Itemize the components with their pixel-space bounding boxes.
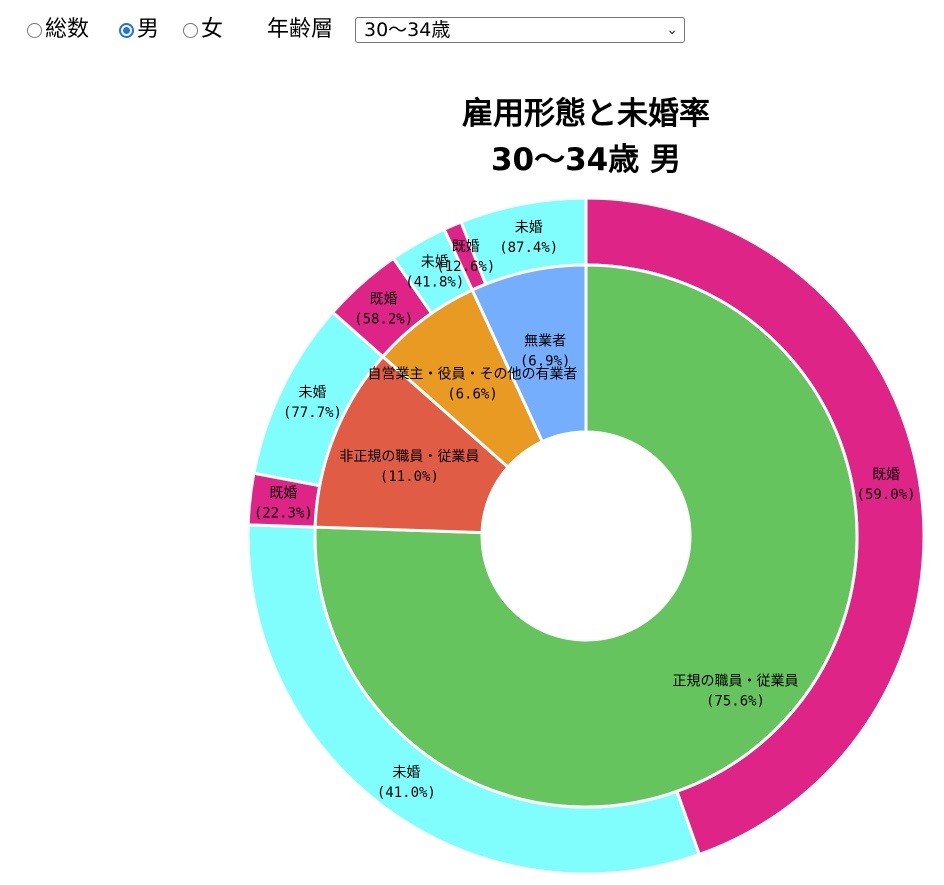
inner-slice-label-0-line-0: 正規の職員・従業員 [673,674,799,690]
outer-slice-label-2: 既婚 (22.3%) [254,486,313,522]
outer-slice-label-0-line-0: 既婚 [872,467,900,483]
outer-slice-label-3-line-1: (77.7%) [283,405,342,421]
inner-slice-label-3-line-1: (6.9%) [520,353,571,369]
radio-total-circle[interactable] [27,22,42,38]
radio-female[interactable]: 女 [183,16,223,44]
outer-slice-label-6-line-1: (12.6%) [436,259,495,275]
outer-slice-label-2-line-1: (22.3%) [254,506,313,522]
inner-slice-0 [313,263,859,809]
segment-labels: 既婚 (59.0%) 未婚 (41.0%) 既婚 (22.3%) 未婚 (77.7%) 既婚 (5… [254,220,916,801]
chevron-down-icon: ⌄ [666,22,678,38]
inner-slice-label-3-line-0: 無業者 [524,333,566,349]
chart-title: 雇用形態と未婚率 [462,96,710,132]
outer-slice-label-6: 既婚 (12.6%) [436,239,495,275]
outer-slice-label-1-line-0: 未婚 [392,765,420,781]
outer-slice-label-3-line-0: 未婚 [299,385,327,401]
outer-slice-label-7: 未婚 (87.4%) [499,220,558,256]
outer-slice-label-4-line-0: 既婚 [370,291,398,307]
radio-male[interactable]: 男 [119,16,159,44]
outer-slice-label-3: 未婚 (77.7%) [283,385,342,421]
age-group-label: 年齢層 [267,17,334,42]
outer-slice-label-1-line-1: (41.0%) [377,785,436,801]
inner-ring [313,263,859,809]
inner-slice-3 [470,263,588,444]
radio-total[interactable]: 総数 [27,16,89,44]
outer-slice-label-5: 未婚 (41.8%) [405,255,464,291]
inner-slice-label-1-line-1: (11.0%) [380,469,439,485]
radio-total-label[interactable]: 総数 [45,17,90,42]
inner-slice-label-2: 自営業主・役員・その他の有業者 (6.6%) [367,367,577,403]
outer-slice-label-7-line-0: 未婚 [515,220,543,236]
radio-male-circle[interactable] [119,22,134,38]
outer-slice-label-1: 未婚 (41.0%) [377,765,436,801]
controls-bar: 総数 男 女 年齢層 30〜34歳 ⌄ [0,0,944,62]
inner-slice-label-0: 正規の職員・従業員 (75.6%) [673,674,799,710]
age-group-select[interactable]: 30〜34歳 ⌄ [355,17,685,43]
age-group-select-value: 30〜34歳 [364,19,451,41]
outer-slice-label-4-line-1: (58.2%) [354,311,413,327]
inner-slice-1 [313,354,511,535]
inner-slice-label-1: 非正規の職員・従業員 (11.0%) [339,449,479,485]
inner-slice-label-2-line-1: (6.6%) [447,387,498,403]
inner-slice-label-0-line-1: (75.6%) [706,694,765,710]
inner-slice-label-3: 無業者 (6.9%) [520,333,571,369]
outer-slice-label-0: 既婚 (59.0%) [857,467,916,503]
chart-subtitle: 30〜34歳 男 [491,142,681,178]
inner-slice-label-1-line-0: 非正規の職員・従業員 [339,449,479,465]
radio-female-label[interactable]: 女 [201,17,224,42]
outer-slice-label-5-line-1: (41.8%) [405,275,464,291]
outer-slice-label-6-line-0: 既婚 [452,239,480,255]
inner-slice-label-2-line-0: 自営業主・役員・その他の有業者 [367,367,577,383]
radio-male-label[interactable]: 男 [137,17,160,42]
outer-slice-label-7-line-1: (87.4%) [499,240,558,256]
outer-slice-label-5-line-0: 未婚 [421,255,449,271]
outer-slice-label-2-line-0: 既婚 [269,486,297,502]
outer-slice-label-0-line-1: (59.0%) [857,487,916,503]
radio-female-circle[interactable] [183,22,198,38]
outer-slice-label-4: 既婚 (58.2%) [354,291,413,327]
